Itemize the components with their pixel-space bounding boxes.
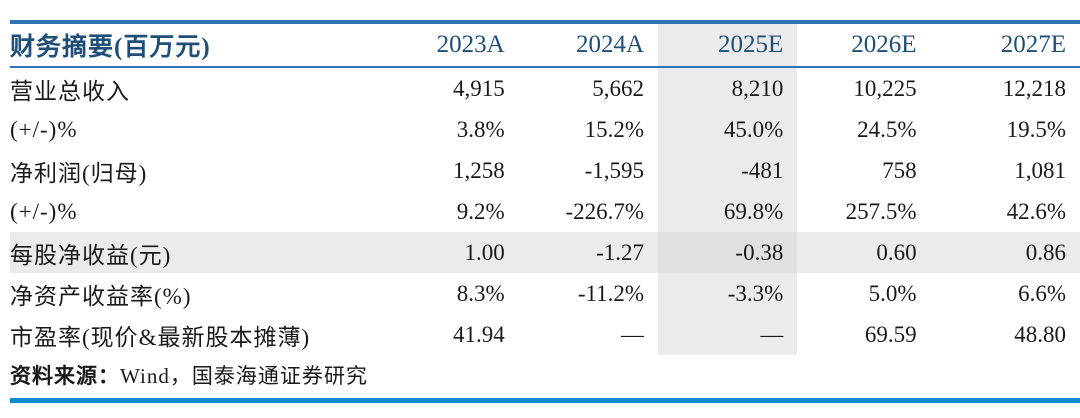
table-cell: 48.80 [1014, 321, 1066, 347]
table-container: 财务摘要(百万元) 2023A 2024A 2025E 2026E 2027E … [10, 20, 1080, 403]
row-label: 营业总收入 [10, 78, 130, 104]
table-cell: 6.6% [1018, 280, 1066, 306]
table-cell: -1.27 [516, 232, 659, 273]
table-cell: 0.60 [797, 232, 931, 273]
table-cell: -0.38 [658, 232, 798, 273]
column-header-2026e: 2026E [797, 24, 931, 68]
header-row: 财务摘要(百万元) 2023A 2024A 2025E 2026E 2027E [10, 24, 1080, 68]
table-row-pe: 市盈率(现价&最新股本摊薄) 41.94 — — 69.59 48.80 [10, 314, 1080, 355]
source-note: 资料来源： Wind，国泰海通证券研究 [10, 355, 1080, 395]
row-label: 每股净收益(元) [10, 232, 384, 273]
table-cell: — [658, 314, 798, 355]
table-cell: 24.5% [857, 116, 917, 142]
table-cell: 0.86 [930, 232, 1080, 273]
table-cell: 15.2% [584, 116, 645, 142]
row-label: 净资产收益率(%) [10, 283, 192, 309]
table-cell: 8.3% [456, 280, 505, 306]
table-cell: 19.5% [1006, 116, 1066, 142]
table-cell: 1,081 [1014, 157, 1066, 183]
table-cell: -1,595 [584, 157, 645, 183]
table-row-net-profit-growth: (+/-)% 9.2% -226.7% 69.8% 257.5% 42.6% [10, 191, 1080, 232]
top-divider [10, 20, 1080, 24]
row-label: (+/-)% [10, 116, 78, 142]
table-row-revenue-growth: (+/-)% 3.8% 15.2% 45.0% 24.5% 19.5% [10, 109, 1080, 150]
table-row-eps: 每股净收益(元) 1.00 -1.27 -0.38 0.60 0.86 [10, 232, 1080, 273]
table-cell: — [621, 321, 645, 347]
table-cell: 69.59 [864, 321, 917, 347]
table-cell: 1.00 [383, 232, 517, 273]
table-cell: 758 [882, 157, 917, 183]
column-header-2025e: 2025E [658, 24, 798, 68]
table-cell: 1,258 [452, 157, 505, 183]
table-cell: 3.8% [456, 116, 505, 142]
column-header-2027e: 2027E [930, 24, 1080, 68]
table-cell: 5,662 [592, 75, 645, 101]
table-cell: 9.2% [456, 198, 505, 224]
table-cell: 42.6% [1006, 198, 1066, 224]
table-row-roe: 净资产收益率(%) 8.3% -11.2% -3.3% 5.0% 6.6% [10, 273, 1080, 314]
financial-summary-table: 财务摘要(百万元) 2023A 2024A 2025E 2026E 2027E … [10, 24, 1080, 355]
table-cell: 45.0% [658, 109, 798, 150]
table-cell: 12,218 [1002, 75, 1066, 101]
table-cell: 41.94 [452, 321, 505, 347]
table-title: 财务摘要(百万元) [10, 24, 384, 68]
table-cell: -3.3% [658, 273, 798, 314]
table-row-revenue: 营业总收入 4,915 5,662 8,210 10,225 12,218 [10, 67, 1080, 109]
row-label: 净利润(归母) [10, 160, 148, 186]
row-label: (+/-)% [10, 198, 78, 224]
table-cell: 8,210 [658, 67, 798, 109]
table-cell: 69.8% [658, 191, 798, 232]
table-cell: 5.0% [868, 280, 917, 306]
source-text: Wind，国泰海通证券研究 [120, 364, 368, 388]
table-cell: -11.2% [577, 280, 645, 306]
table-row-net-profit: 净利润(归母) 1,258 -1,595 -481 758 1,081 [10, 150, 1080, 191]
table-cell: 257.5% [845, 198, 917, 224]
table-cell: 4,915 [452, 75, 505, 101]
table-cell: -226.7% [565, 198, 645, 224]
table-cell: 10,225 [853, 75, 917, 101]
row-label: 市盈率(现价&最新股本摊薄) [10, 324, 311, 350]
source-label: 资料来源： [10, 364, 120, 388]
column-header-2024a: 2024A [516, 24, 659, 68]
column-header-2023a: 2023A [383, 24, 517, 68]
bottom-divider [10, 398, 1080, 403]
table-cell: -481 [658, 150, 798, 191]
